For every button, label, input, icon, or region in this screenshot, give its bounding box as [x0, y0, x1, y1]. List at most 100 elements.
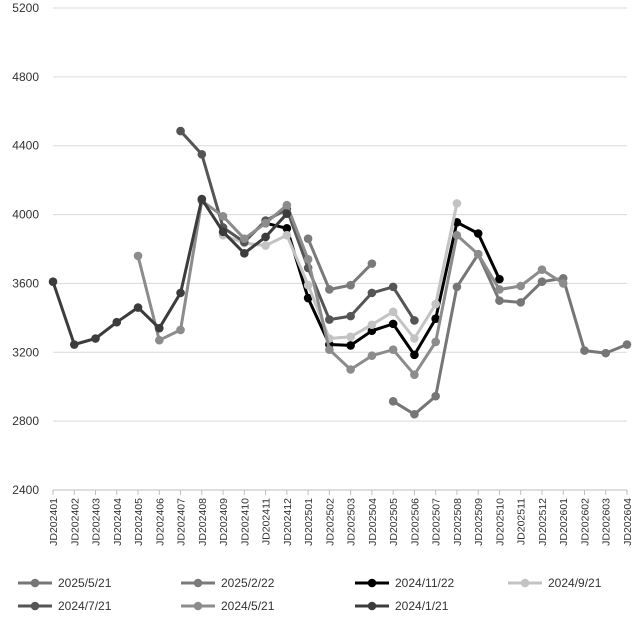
legend-marker — [193, 578, 203, 588]
data-point — [367, 351, 377, 361]
x-tick-label: JD202601 — [558, 498, 570, 546]
data-point — [410, 350, 419, 360]
legend-item: 2024/1/21 — [355, 599, 449, 613]
x-tick-label: JD202409 — [218, 498, 230, 546]
data-point — [112, 317, 122, 327]
x-axis-ticks: JD202401 JD202402 JD202403 JD202404 JD202405… — [48, 498, 634, 546]
legend-marker — [30, 578, 40, 588]
x-tick-label: JD202604 — [622, 498, 634, 546]
data-point — [154, 335, 164, 345]
legend-label: 2024/9/21 — [548, 576, 602, 590]
y-tick-label: 4800 — [12, 70, 39, 84]
y-tick-label: 5200 — [12, 1, 39, 15]
y-tick-label: 2400 — [12, 483, 39, 497]
data-point — [431, 299, 440, 309]
x-tick-label: JD202406 — [154, 498, 166, 546]
x-tick-label: JD202408 — [197, 498, 209, 546]
data-point — [537, 265, 547, 274]
x-tick-label: JD202501 — [303, 498, 315, 546]
data-point — [431, 314, 440, 324]
x-tick-label: JD202502 — [324, 498, 336, 546]
x-tick-label: JD202511 — [516, 498, 528, 545]
data-point — [282, 209, 292, 219]
data-point — [218, 227, 228, 237]
data-point — [282, 200, 292, 210]
y-tick-label: 3200 — [12, 345, 39, 359]
x-tick-label: JD202404 — [112, 498, 124, 546]
x-tick-label: JD202505 — [388, 498, 400, 546]
data-point — [346, 280, 355, 290]
data-point — [133, 251, 143, 261]
data-point — [367, 288, 377, 298]
series-4 — [176, 126, 419, 325]
x-tick-label: JD202503 — [346, 498, 358, 546]
data-point — [69, 340, 79, 349]
x-tick-label: JD202410 — [239, 498, 251, 546]
x-tick-label: JD202602 — [579, 498, 591, 546]
data-point — [282, 224, 292, 233]
data-point — [303, 234, 313, 243]
data-point — [325, 345, 334, 355]
data-point — [282, 230, 292, 240]
x-tick-label: JD202512 — [537, 498, 549, 546]
legend-item: 2024/5/21 — [181, 599, 275, 613]
x-tick-label: JD202401 — [48, 498, 60, 546]
x-tick-label: JD202506 — [409, 498, 421, 546]
legend-marker — [367, 601, 377, 611]
data-point — [367, 326, 377, 336]
y-tick-label: 4400 — [12, 139, 39, 153]
data-point — [388, 282, 398, 292]
grid-layer — [53, 7, 627, 422]
data-point — [303, 293, 313, 303]
data-point — [622, 340, 632, 349]
data-point — [431, 391, 440, 401]
data-point — [176, 288, 185, 298]
data-point — [452, 230, 462, 240]
data-point — [452, 199, 462, 208]
legend-marker — [520, 578, 530, 588]
data-point — [410, 316, 419, 325]
data-point — [240, 234, 249, 243]
data-point — [91, 334, 100, 343]
y-axis-ticks: 2400 2800 3200 3600 4000 4400 4800 5200 — [12, 1, 39, 497]
x-tick-label: JD202509 — [473, 498, 485, 546]
x-tick-label: JD202603 — [601, 498, 613, 546]
data-point — [303, 255, 313, 264]
x-tick-label: JD202508 — [452, 498, 464, 546]
x-tick-label: JD202510 — [494, 498, 506, 546]
data-point — [367, 320, 377, 330]
series-line — [179, 129, 416, 322]
data-point — [240, 249, 249, 258]
series-line — [306, 237, 374, 291]
data-point — [176, 126, 185, 136]
x-tick-label: JD202504 — [367, 498, 379, 546]
data-point — [410, 409, 419, 419]
series-1 — [303, 234, 377, 294]
data-point — [261, 232, 270, 242]
legend-label: 2025/5/21 — [58, 576, 112, 590]
y-tick-label: 2800 — [12, 414, 39, 428]
series-line — [51, 197, 289, 346]
data-point — [537, 277, 547, 287]
data-point — [388, 307, 398, 317]
data-point — [346, 341, 355, 350]
data-point — [346, 332, 355, 342]
legend-item: 2024/9/21 — [508, 576, 602, 590]
data-point — [473, 249, 483, 259]
y-tick-label: 3600 — [12, 276, 39, 290]
x-tick-label: JD202411 — [261, 498, 273, 545]
legend-item: 2025/5/21 — [18, 576, 112, 590]
legend-label: 2024/11/22 — [395, 576, 454, 590]
y-tick-label: 4000 — [12, 208, 39, 222]
data-point — [346, 365, 355, 374]
data-point — [452, 282, 462, 292]
legend: 2025/5/21 2025/2/22 2024/11/22 2024/9/21 202… — [18, 576, 602, 613]
legend-label: 2024/7/21 — [58, 599, 112, 613]
data-point — [154, 323, 164, 333]
legend-label: 2024/5/21 — [221, 599, 275, 613]
data-point — [48, 277, 58, 287]
axis-layer — [52, 489, 628, 495]
legend-marker — [193, 601, 203, 611]
